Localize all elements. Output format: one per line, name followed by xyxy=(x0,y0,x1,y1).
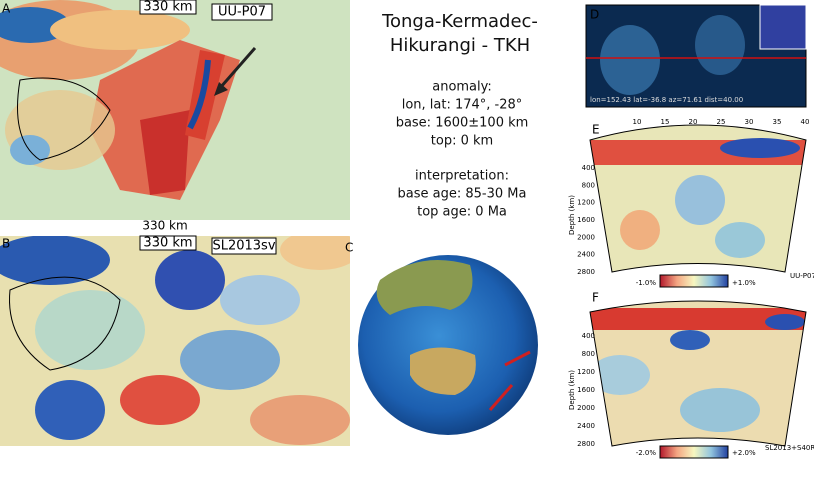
depth-tick: 2800 xyxy=(577,268,595,276)
scale-label: 330 km xyxy=(142,219,187,233)
scale-box xyxy=(139,0,197,15)
trench xyxy=(488,350,531,411)
colorbar xyxy=(659,445,729,459)
depth-tick: 1600 xyxy=(577,216,595,224)
depth-tick: 2400 xyxy=(577,251,595,259)
axis-label: Depth (km) xyxy=(568,370,576,410)
land xyxy=(376,260,473,315)
inset xyxy=(759,4,807,50)
depth-tick: 2000 xyxy=(577,404,595,412)
colorbar-label: -2.0% xyxy=(636,449,657,457)
axis-label: Depth (km) xyxy=(568,195,576,235)
info-line: top: 0 km xyxy=(431,134,493,149)
distance-tick: 10 xyxy=(633,118,642,126)
caption: lon=152.43 lat=-36.8 az=71.61 dist=40.00 xyxy=(590,96,743,104)
depth-tick: 400 xyxy=(582,164,595,172)
colorbar-label: +1.0% xyxy=(732,279,756,287)
map-b xyxy=(0,236,350,446)
info-line: base: 1600±100 km xyxy=(396,116,529,131)
colorbar-label: +2.0% xyxy=(732,449,756,457)
depth-tick: 2000 xyxy=(577,233,595,241)
panel-letter: B xyxy=(2,237,10,251)
model-label: SL2013sv xyxy=(212,239,275,254)
info-line: lon, lat: 174°, -28° xyxy=(402,98,523,113)
scale-label: 330 km xyxy=(143,236,192,251)
land xyxy=(410,347,476,395)
colorbar xyxy=(659,274,729,288)
title: Hikurangi - TKH xyxy=(390,35,530,56)
distance-tick: 30 xyxy=(745,118,754,126)
bathymetry xyxy=(600,25,660,95)
panel-letter: D xyxy=(590,8,599,22)
colorbar-label: -1.0% xyxy=(636,279,657,287)
info-line: base age: 85-30 Ma xyxy=(398,187,527,202)
distance-tick: 20 xyxy=(689,118,698,126)
scale-label: 330 km xyxy=(143,0,192,15)
section-frame xyxy=(589,300,807,447)
depth-tick: 1600 xyxy=(577,386,595,394)
depth-tick: 1200 xyxy=(577,199,595,207)
section-f xyxy=(590,301,806,446)
panel-letter: F xyxy=(592,291,599,305)
scale-box xyxy=(139,235,197,251)
panel-letter: A xyxy=(2,2,11,16)
section-frame xyxy=(589,124,807,273)
bathymetry xyxy=(695,15,745,75)
info-line: top age: 0 Ma xyxy=(417,205,507,220)
section-e xyxy=(590,125,806,272)
distance-tick: 25 xyxy=(717,118,726,126)
depth-tick: 1200 xyxy=(577,368,595,376)
depth-tick: 2400 xyxy=(577,422,595,430)
info-line: interpretation: xyxy=(415,169,509,184)
panel-letter: C xyxy=(345,241,353,255)
model-label: UU-P07 xyxy=(218,5,266,20)
model-label: UU-P07 xyxy=(790,272,814,280)
info-line: anomaly: xyxy=(432,80,492,95)
map-a xyxy=(0,0,350,220)
info-text: Tonga-Kermadec- Hikurangi - TKH anomaly: lo… xyxy=(381,11,538,220)
distance-tick: 35 xyxy=(773,118,782,126)
title: Tonga-Kermadec- xyxy=(381,11,538,32)
distance-tick: 15 xyxy=(661,118,670,126)
depth-tick: 800 xyxy=(582,181,595,189)
model-label: SL2013+S40RTS xyxy=(765,444,814,452)
depth-tick: 400 xyxy=(582,332,595,340)
depth-tick: 800 xyxy=(582,350,595,358)
panel-letter: E xyxy=(592,123,600,137)
model-box xyxy=(211,3,273,21)
depth-tick: 2800 xyxy=(577,440,595,448)
distance-tick: 40 xyxy=(801,118,810,126)
model-box xyxy=(211,237,277,255)
